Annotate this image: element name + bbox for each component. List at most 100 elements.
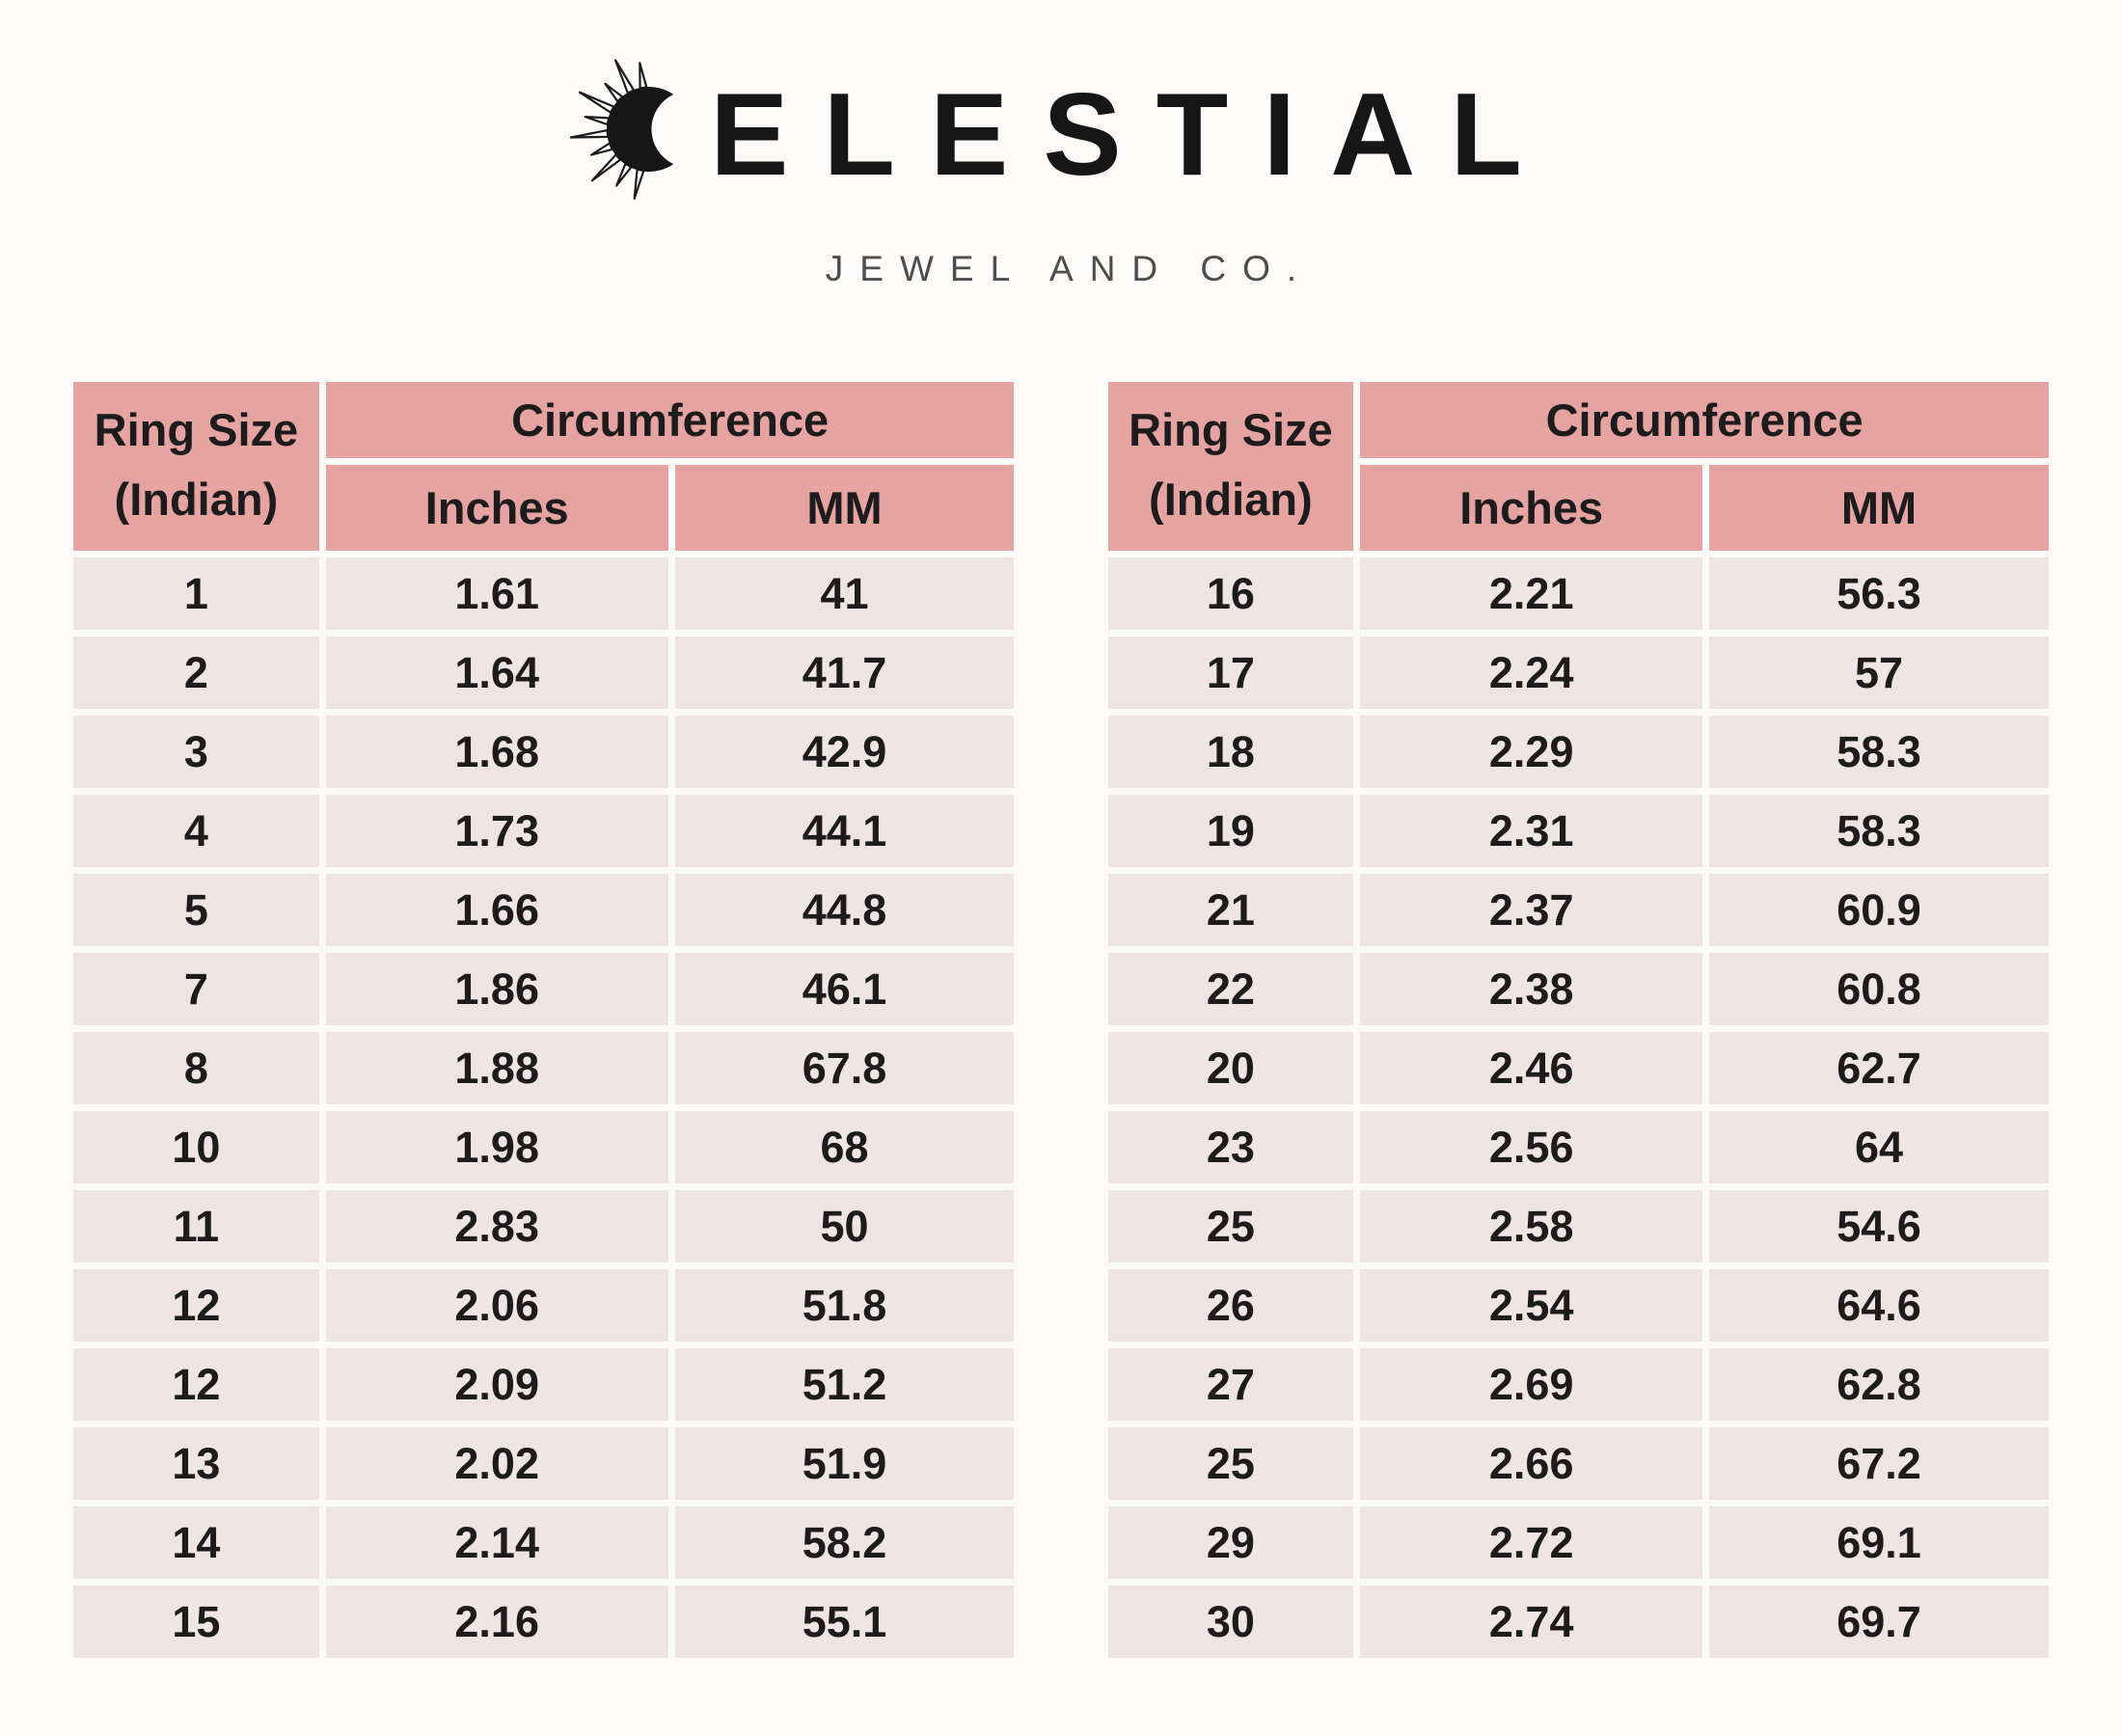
table-cell: 27 bbox=[1107, 1348, 1354, 1421]
table-cell: 1.61 bbox=[325, 557, 668, 630]
table-cell: 12 bbox=[73, 1348, 319, 1421]
table-cell: 2.29 bbox=[1360, 716, 1703, 788]
table-cell: 50 bbox=[674, 1190, 1015, 1262]
table-cell: 18 bbox=[1107, 716, 1354, 788]
table-cell: 26 bbox=[1107, 1269, 1354, 1342]
table-cell: 2.83 bbox=[325, 1190, 668, 1262]
brand-wordmark: ELESTIAL bbox=[710, 68, 1557, 200]
table-cell: 69.7 bbox=[1709, 1586, 2049, 1658]
table-cell: 1.68 bbox=[325, 716, 668, 788]
table-cell: 25 bbox=[1107, 1427, 1354, 1500]
table-cell: 55.1 bbox=[674, 1586, 1015, 1658]
table-cell: 13 bbox=[73, 1427, 319, 1500]
table-cell: 22 bbox=[1107, 953, 1354, 1025]
table-cell: 2.46 bbox=[1360, 1032, 1703, 1104]
table-cell: 62.7 bbox=[1709, 1032, 2049, 1104]
table-cell: 2.31 bbox=[1360, 795, 1703, 867]
ring-size-header-cell: Ring Size (Indian) bbox=[1107, 382, 1354, 551]
brand-wordmark-row: ELESTIAL bbox=[565, 35, 1557, 228]
table-cell: 51.2 bbox=[674, 1348, 1015, 1421]
table-cell: 7 bbox=[73, 953, 319, 1025]
table-cell: 2.14 bbox=[325, 1506, 668, 1579]
table-cell: 2.74 bbox=[1360, 1586, 1703, 1658]
table-cell: 68 bbox=[674, 1111, 1015, 1183]
table-cell: 11 bbox=[73, 1190, 319, 1262]
table-cell: 25 bbox=[1107, 1190, 1354, 1262]
sun-ray bbox=[639, 62, 648, 90]
table-cell: 2.37 bbox=[1360, 874, 1703, 946]
table-cell: 62.8 bbox=[1709, 1348, 2049, 1421]
table-cell: 2.56 bbox=[1360, 1111, 1703, 1183]
table-cell: 64.6 bbox=[1709, 1269, 2049, 1342]
sun-crescent-icon bbox=[569, 59, 674, 200]
sun-ray bbox=[590, 142, 614, 156]
table-cell: 14 bbox=[73, 1506, 319, 1579]
table-cell: 2.16 bbox=[325, 1586, 668, 1658]
table-cell: 1.88 bbox=[325, 1032, 668, 1104]
table-cell: 44.8 bbox=[674, 874, 1015, 946]
sun-ray bbox=[584, 115, 611, 126]
table-cell: 67.8 bbox=[674, 1032, 1015, 1104]
sun-ray bbox=[569, 128, 610, 139]
table-cell: 67.2 bbox=[1709, 1427, 2049, 1500]
table-cell: 69.1 bbox=[1709, 1506, 2049, 1579]
table-cell: 15 bbox=[73, 1586, 319, 1658]
ring-size-header-cell: Ring Size (Indian) bbox=[73, 382, 319, 551]
table-cell: 2.06 bbox=[325, 1269, 668, 1342]
table-cell: 2 bbox=[73, 637, 319, 709]
table-cell: 1.64 bbox=[325, 637, 668, 709]
table-cell: 5 bbox=[73, 874, 319, 946]
table-cell: 60.8 bbox=[1709, 953, 2049, 1025]
table-cell: 1.86 bbox=[325, 953, 668, 1025]
brand-tagline: JEWEL AND CO. bbox=[825, 249, 1314, 288]
table-cell: 23 bbox=[1107, 1111, 1354, 1183]
table-cell: 16 bbox=[1107, 557, 1354, 630]
table-cell: 1 bbox=[73, 557, 319, 630]
table-cell: 2.24 bbox=[1360, 637, 1703, 709]
table-cell: 19 bbox=[1107, 795, 1354, 867]
sun-ray bbox=[633, 168, 645, 200]
table-cell: 21 bbox=[1107, 874, 1354, 946]
sun-ray bbox=[614, 59, 636, 95]
table-cell: 64 bbox=[1709, 1111, 2049, 1183]
table-cell: 44.1 bbox=[674, 795, 1015, 867]
sun-ray bbox=[579, 91, 615, 114]
table-cell: 3 bbox=[73, 716, 319, 788]
table-cell: 2.09 bbox=[325, 1348, 668, 1421]
table-cell: 60.9 bbox=[1709, 874, 2049, 946]
table-cell: 58.3 bbox=[1709, 716, 2049, 788]
sun-ray bbox=[615, 162, 633, 187]
table-cell: 54.6 bbox=[1709, 1190, 2049, 1262]
circumference-header-cell: Circumference bbox=[1360, 382, 2049, 458]
mm-header-cell: MM bbox=[1709, 465, 2049, 551]
table-cell: 41.7 bbox=[674, 637, 1015, 709]
table-cell: 10 bbox=[73, 1111, 319, 1183]
table-cell: 57 bbox=[1709, 637, 2049, 709]
ring-size-header-line2: (Indian) bbox=[1149, 473, 1313, 525]
table-cell: 2.72 bbox=[1360, 1506, 1703, 1579]
size-table-right: Ring Size (Indian) Circumference Inches … bbox=[1107, 382, 2050, 1658]
table-cell: 8 bbox=[73, 1032, 319, 1104]
table-cell: 2.38 bbox=[1360, 953, 1703, 1025]
table-cell: 2.66 bbox=[1360, 1427, 1703, 1500]
table-cell: 20 bbox=[1107, 1032, 1354, 1104]
table-cell: 2.58 bbox=[1360, 1190, 1703, 1262]
table-cell: 51.8 bbox=[674, 1269, 1015, 1342]
inches-header-cell: Inches bbox=[325, 465, 668, 551]
table-cell: 58.3 bbox=[1709, 795, 2049, 867]
table-cell: 2.21 bbox=[1360, 557, 1703, 630]
mm-header-cell: MM bbox=[674, 465, 1015, 551]
brand-logo: ELESTIAL JEWEL AND CO. bbox=[0, 0, 2122, 289]
inches-header-cell: Inches bbox=[1360, 465, 1703, 551]
table-cell: 41 bbox=[674, 557, 1015, 630]
ring-size-header-line1: Ring Size bbox=[1129, 404, 1333, 456]
table-cell: 29 bbox=[1107, 1506, 1354, 1579]
table-cell: 1.66 bbox=[325, 874, 668, 946]
table-cell: 1.73 bbox=[325, 795, 668, 867]
sun-ray bbox=[590, 153, 622, 182]
table-cell: 2.54 bbox=[1360, 1269, 1703, 1342]
table-cell: 58.2 bbox=[674, 1506, 1015, 1579]
table-cell: 30 bbox=[1107, 1586, 1354, 1658]
circumference-header-cell: Circumference bbox=[325, 382, 1015, 458]
